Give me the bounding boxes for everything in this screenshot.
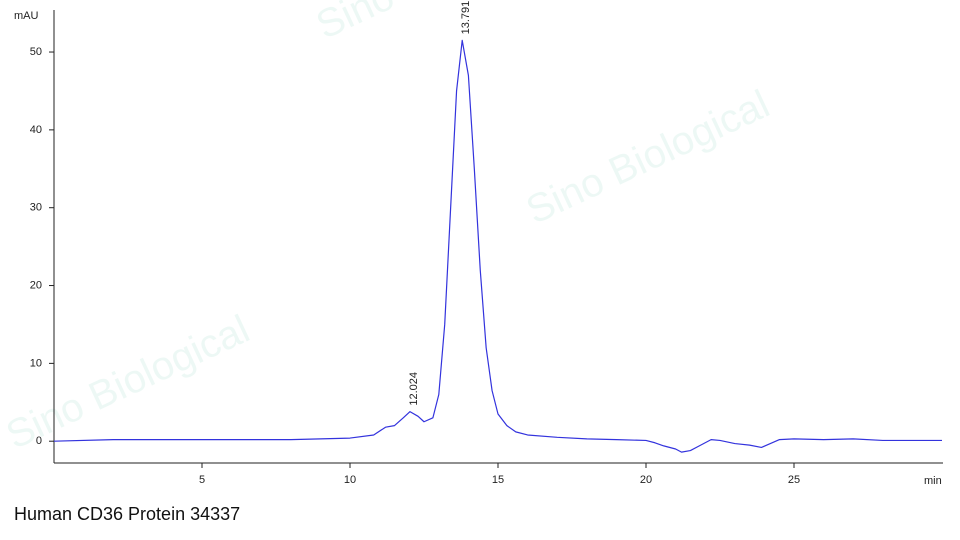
y-tick-label: 0 [36,435,42,447]
x-tick-label: 10 [344,474,356,486]
y-tick-label: 50 [30,46,42,58]
chromatogram-line [53,39,942,453]
chart-title: Human CD36 Protein 34337 [14,504,241,524]
y-tick-label: 40 [30,124,42,136]
x-tick-label: 5 [199,474,205,486]
y-tick-label: 10 [30,357,42,369]
x-tick-label: 20 [640,474,652,486]
y-tick-label: 20 [30,279,42,291]
x-axis-label: min [924,475,942,487]
x-tick-label: 25 [788,474,800,486]
y-axis-label: mAU [14,10,39,22]
x-tick-label: 15 [492,474,504,486]
peak-label: 12.024 [408,372,420,406]
watermark: Sino Biological [520,82,776,233]
y-tick-label: 30 [30,202,42,214]
peak-label: 13.791 [460,1,472,35]
watermark: Sino Biological [310,0,566,48]
